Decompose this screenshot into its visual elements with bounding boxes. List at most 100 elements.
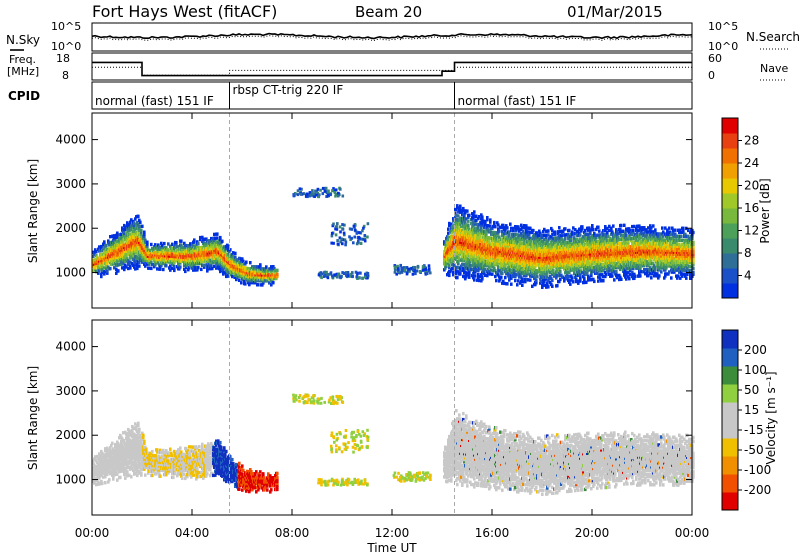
heatmap-cell	[548, 251, 551, 255]
heatmap-cell	[216, 236, 219, 240]
heatmap-cell	[196, 246, 199, 250]
heatmap-cell	[162, 267, 165, 272]
heatmap-cell	[622, 255, 625, 259]
heatmap-cell	[204, 245, 207, 249]
heatmap-cell	[615, 244, 618, 248]
heatmap-cell	[448, 265, 451, 270]
heatmap-cell	[580, 269, 583, 273]
heatmap-cell	[105, 263, 108, 268]
heatmap-cell	[162, 261, 165, 266]
heatmap-cell	[530, 266, 533, 270]
heatmap-cell	[579, 233, 582, 237]
heatmap-cell	[535, 241, 538, 245]
heatmap-cell	[552, 250, 555, 254]
heatmap-cell	[489, 272, 492, 276]
heatmap-cell	[523, 235, 526, 240]
heatmap-cell	[121, 250, 124, 254]
heatmap-cell	[146, 244, 149, 248]
heatmap-cell	[197, 266, 200, 270]
heatmap-cell	[207, 247, 210, 251]
heatmap-cell	[554, 230, 557, 234]
heatmap-cell	[244, 262, 247, 266]
heatmap-cell	[140, 250, 143, 254]
heatmap-cell	[562, 241, 565, 245]
heatmap-cell	[457, 232, 460, 236]
heatmap-cell	[556, 262, 559, 266]
heatmap-cell	[544, 249, 547, 253]
heatmap-cell	[506, 250, 509, 254]
heatmap-cell	[554, 238, 557, 242]
heatmap-cell	[623, 273, 626, 277]
heatmap-cell	[578, 271, 581, 275]
heatmap-cell	[158, 257, 161, 261]
heatmap-cell	[573, 242, 576, 246]
heatmap-cell	[248, 282, 251, 287]
heatmap-cell	[497, 231, 500, 235]
heatmap-cell	[537, 239, 540, 243]
heatmap-cell	[539, 237, 542, 241]
heatmap-cell	[265, 265, 268, 269]
heatmap-cell	[126, 235, 129, 239]
heatmap-cell	[529, 274, 532, 278]
heatmap-cell	[120, 262, 123, 266]
heatmap-cell	[600, 257, 603, 261]
heatmap-cell	[113, 254, 116, 258]
heatmap-cell	[105, 259, 108, 264]
heatmap-cell	[176, 259, 179, 263]
heatmap-cell	[175, 241, 178, 245]
heatmap-cell	[479, 261, 482, 265]
heatmap-cell	[251, 279, 254, 283]
heatmap-cell	[494, 274, 497, 279]
heatmap-cell	[525, 246, 528, 250]
heatmap-cell	[257, 283, 260, 287]
heatmap-cell	[464, 271, 467, 275]
heatmap-cell	[463, 219, 466, 223]
heatmap-cell	[474, 246, 477, 250]
heatmap-cell	[543, 251, 546, 256]
heatmap-cell	[596, 261, 599, 265]
heatmap-cell	[179, 265, 182, 269]
heatmap-cell	[540, 269, 543, 273]
heatmap-cell	[576, 269, 579, 274]
heatmap-cell	[543, 227, 546, 232]
heatmap-cell	[156, 267, 159, 271]
heatmap-cell	[564, 271, 567, 275]
heatmap-cell	[153, 259, 156, 263]
heatmap-cell	[502, 225, 505, 230]
heatmap-cell	[606, 242, 609, 247]
heatmap-cell	[625, 237, 628, 241]
heatmap-cell	[543, 233, 546, 238]
heatmap-cell	[143, 236, 146, 240]
heatmap-cell	[159, 259, 162, 263]
heatmap-cell	[575, 245, 578, 250]
heatmap-cell	[461, 210, 464, 215]
heatmap-cell	[589, 242, 592, 246]
heatmap-cell	[225, 266, 228, 271]
heatmap-cell	[546, 281, 549, 285]
heatmap-cell	[604, 256, 607, 261]
heatmap-cell	[544, 283, 547, 287]
heatmap-cell	[106, 271, 109, 275]
heatmap-cell	[252, 269, 255, 273]
heatmap-cell	[105, 265, 108, 270]
heatmap-cell	[604, 244, 607, 249]
heatmap-cell	[554, 240, 557, 244]
heatmap-cell	[473, 278, 476, 282]
heatmap-cell	[247, 280, 250, 285]
heatmap-cell	[477, 216, 480, 221]
heatmap-cell	[581, 271, 584, 275]
heatmap-cell	[258, 269, 261, 273]
heatmap-cell	[584, 228, 587, 233]
heatmap-cell	[564, 235, 567, 239]
heatmap-cell	[477, 252, 480, 257]
heatmap-cell	[475, 266, 478, 270]
heatmap-cell	[612, 268, 615, 272]
heatmap-cell	[136, 264, 139, 269]
heatmap-cell	[249, 281, 252, 285]
heatmap-cell	[590, 246, 593, 250]
heatmap-cell	[131, 255, 134, 260]
heatmap-cell	[455, 222, 458, 226]
heatmap-cell	[223, 245, 226, 249]
heatmap-cell	[557, 230, 560, 234]
heatmap-cell	[466, 209, 469, 213]
